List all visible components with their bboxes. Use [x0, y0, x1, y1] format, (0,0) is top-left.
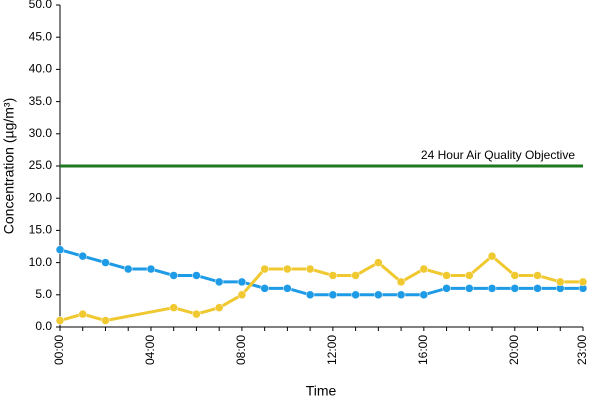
- data-point: [214, 303, 224, 312]
- data-point: [419, 290, 429, 300]
- data-point: [192, 309, 201, 319]
- data-point: [465, 284, 474, 293]
- data-point: [465, 271, 474, 280]
- x-tick-label: 08:00: [234, 335, 248, 365]
- data-point: [578, 277, 588, 287]
- y-axis-label: Concentration (µg/m³): [1, 98, 17, 234]
- x-tick-label: 04:00: [143, 335, 157, 365]
- y-tick-label: 20.0: [29, 190, 53, 204]
- x-tick-label: 20:00: [507, 335, 521, 365]
- data-point: [442, 271, 451, 280]
- y-tick-label: 50.0: [29, 0, 53, 11]
- data-point: [305, 264, 315, 274]
- y-tick-label: 40.0: [29, 62, 53, 76]
- data-point: [283, 264, 292, 274]
- data-point: [533, 284, 542, 293]
- data-point: [146, 264, 156, 274]
- x-tick-label: 23:00: [575, 335, 589, 365]
- data-point: [442, 284, 451, 293]
- y-tick-label: 45.0: [29, 29, 53, 43]
- data-point: [305, 290, 315, 300]
- data-point: [556, 277, 565, 287]
- y-tick-label: 5.0: [35, 287, 52, 301]
- reference-label: 24 Hour Air Quality Objective: [421, 148, 575, 162]
- data-point: [396, 290, 406, 300]
- data-point: [237, 290, 247, 300]
- data-point: [55, 245, 65, 254]
- data-point: [487, 284, 497, 293]
- x-tick-label: 12:00: [325, 335, 339, 365]
- data-point: [510, 271, 520, 280]
- data-point: [533, 271, 542, 280]
- x-axis-label: Time: [306, 383, 337, 399]
- data-point: [351, 290, 360, 300]
- data-point: [351, 271, 360, 280]
- data-point: [101, 258, 110, 267]
- data-point: [169, 303, 178, 312]
- data-point: [328, 271, 338, 280]
- data-point: [328, 290, 338, 300]
- data-point: [169, 271, 178, 280]
- data-point: [101, 316, 110, 325]
- y-tick-label: 0.0: [35, 319, 52, 333]
- data-point: [510, 284, 520, 293]
- data-point: [260, 284, 269, 293]
- data-point: [237, 277, 247, 287]
- series-line: [59, 254, 583, 323]
- data-point: [123, 264, 133, 274]
- data-point: [78, 309, 87, 319]
- y-tick-label: 25.0: [29, 158, 53, 172]
- data-point: [260, 264, 269, 274]
- x-tick-label: 00:00: [52, 335, 66, 365]
- data-point: [78, 251, 87, 261]
- y-tick-label: 35.0: [29, 94, 53, 108]
- data-point: [55, 316, 65, 325]
- data-point: [419, 264, 429, 274]
- data-point: [374, 290, 383, 300]
- data-point: [487, 251, 497, 261]
- data-point: [192, 271, 201, 280]
- data-point: [374, 258, 383, 267]
- data-point: [283, 284, 292, 293]
- data-point: [396, 277, 406, 287]
- x-tick-label: 16:00: [416, 335, 430, 365]
- data-point: [214, 277, 224, 287]
- y-tick-label: 10.0: [29, 255, 53, 269]
- y-tick-label: 15.0: [29, 223, 53, 237]
- y-tick-label: 30.0: [29, 126, 53, 140]
